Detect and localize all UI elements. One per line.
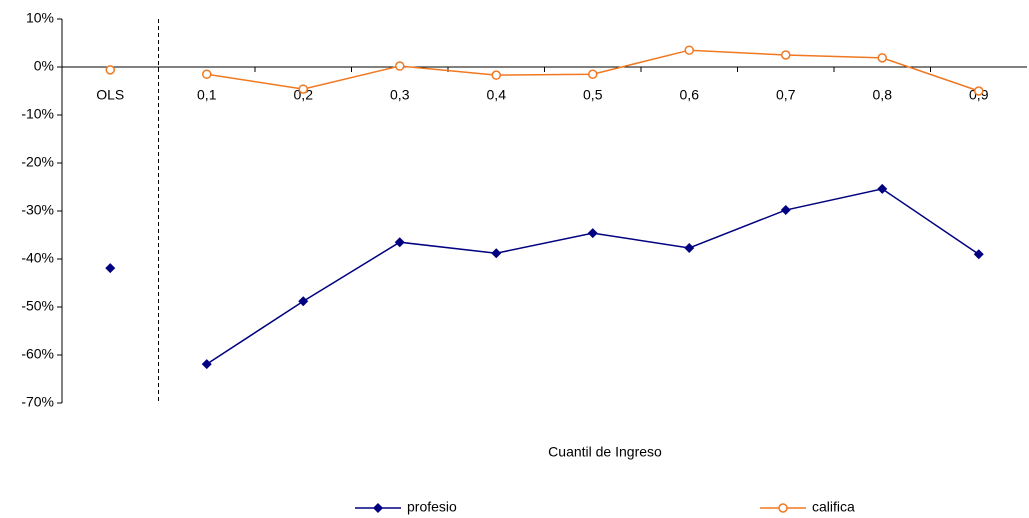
point [298, 296, 309, 307]
point [201, 359, 212, 370]
x-tick-label: 0,7 [776, 87, 796, 103]
y-tick-label: -40% [21, 250, 54, 266]
point [491, 248, 502, 259]
x-tick-label: 0,5 [583, 87, 603, 103]
legend-marker [778, 503, 788, 513]
point [780, 205, 791, 216]
y-tick-label: -20% [21, 154, 54, 170]
x-tick-label: 0,8 [873, 87, 893, 103]
point [684, 242, 695, 253]
point [395, 61, 405, 71]
point [877, 183, 888, 194]
point [491, 70, 501, 80]
y-tick-label: -50% [21, 298, 54, 314]
x-axis-label: Cuantil de Ingreso [548, 444, 662, 460]
point [394, 237, 405, 248]
x-tick-label: OLS [96, 87, 124, 103]
point [781, 50, 791, 60]
x-tick-label: 0,6 [680, 87, 700, 103]
point [974, 86, 984, 96]
point [202, 69, 212, 79]
x-tick-label: 0,1 [197, 87, 217, 103]
y-tick-label: -60% [21, 346, 54, 362]
x-tick-label: 0,3 [390, 87, 410, 103]
point [684, 45, 694, 55]
y-tick-label: 10% [26, 10, 54, 26]
legend-marker [373, 503, 383, 513]
x-tick-label: 0,2 [294, 87, 314, 103]
x-tick-label: 0,4 [487, 87, 507, 103]
point [105, 263, 116, 274]
y-tick-label: -10% [21, 106, 54, 122]
y-tick-label: -70% [21, 394, 54, 410]
point [105, 65, 115, 75]
y-tick-label: -30% [21, 202, 54, 218]
y-tick-label: 0% [34, 58, 54, 74]
point [877, 53, 887, 63]
legend-label: califica [812, 499, 855, 515]
point [588, 69, 598, 79]
point [973, 249, 984, 260]
series-line [206, 188, 980, 365]
point [298, 84, 308, 94]
point [587, 228, 598, 239]
legend-label: profesio [407, 499, 457, 515]
